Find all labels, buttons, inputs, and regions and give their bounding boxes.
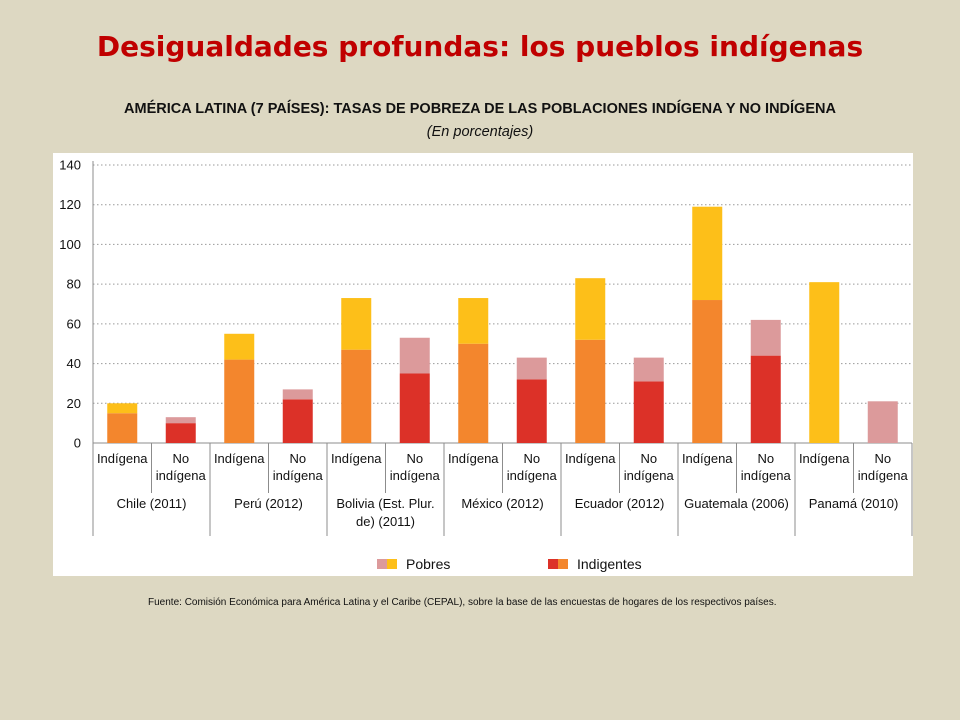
bar-indigentes-no_indigena bbox=[282, 399, 313, 443]
bar-pobres-no_indigena bbox=[282, 389, 313, 400]
x-tick-label: Indígena bbox=[97, 451, 148, 466]
x-tick-label: No bbox=[523, 451, 540, 466]
bar-pobres-indigena bbox=[692, 206, 723, 301]
bar-pobres-indigena bbox=[107, 403, 138, 414]
legend-swatch bbox=[387, 559, 397, 569]
bar-indigentes-no_indigena bbox=[750, 355, 781, 443]
x-tick-label: Indígena bbox=[331, 451, 382, 466]
x-tick-label: Indígena bbox=[799, 451, 850, 466]
bar-pobres-no_indigena bbox=[516, 357, 547, 380]
x-tick-label: indígena bbox=[858, 468, 909, 483]
y-tick-label: 40 bbox=[67, 356, 81, 371]
legend-swatch bbox=[548, 559, 558, 569]
x-tick-label: indígena bbox=[507, 468, 558, 483]
y-tick-label: 60 bbox=[67, 316, 81, 331]
legend-label: Indigentes bbox=[577, 556, 642, 572]
bar-pobres-no_indigena bbox=[399, 337, 430, 374]
chart-title: AMÉRICA LATINA (7 PAÍSES): TASAS DE POBR… bbox=[124, 101, 836, 117]
bar-chart: 0 20 40 60 80 100 120 140 Indígena No indígena Chil… bbox=[53, 153, 913, 576]
bar-pobres-indigena bbox=[809, 282, 840, 443]
group-label: de) (2011) bbox=[356, 514, 415, 529]
legend-swatch bbox=[377, 559, 387, 569]
bar-pobres-no_indigena bbox=[633, 357, 664, 382]
legend-label: Pobres bbox=[406, 556, 450, 572]
x-tick-label: Indígena bbox=[682, 451, 733, 466]
x-tick-label: Indígena bbox=[214, 451, 265, 466]
x-tick-label: No bbox=[172, 451, 189, 466]
source-note: Fuente: Comisión Económica para América … bbox=[148, 597, 777, 608]
x-tick-label: Indígena bbox=[448, 451, 499, 466]
bar-indigentes-no_indigena bbox=[516, 379, 547, 443]
bar-pobres-indigena bbox=[575, 278, 606, 340]
x-tick-label: indígena bbox=[741, 468, 792, 483]
y-tick-label: 140 bbox=[59, 158, 81, 173]
slide-title: Desigualdades profundas: los pueblos ind… bbox=[96, 30, 864, 63]
group-label: Bolivia (Est. Plur. bbox=[336, 496, 434, 511]
bar-pobres-indigena bbox=[458, 298, 489, 344]
legend-swatch bbox=[558, 559, 568, 569]
bar-pobres-no_indigena bbox=[165, 417, 196, 424]
y-tick-label: 80 bbox=[67, 277, 81, 292]
bar-indigentes-indigena bbox=[458, 343, 489, 443]
x-tick-label: Indígena bbox=[565, 451, 616, 466]
y-tick-label: 20 bbox=[67, 396, 81, 411]
bar-indigentes-no_indigena bbox=[399, 373, 430, 443]
group-label: México (2012) bbox=[461, 496, 543, 511]
bar-indigentes-indigena bbox=[341, 349, 372, 443]
group-label: Panamá (2010) bbox=[809, 496, 899, 511]
x-tick-label: No bbox=[874, 451, 891, 466]
bar-indigentes-indigena bbox=[107, 413, 138, 443]
chart-subtitle: (En porcentajes) bbox=[426, 124, 534, 140]
y-tick-label: 120 bbox=[59, 197, 81, 212]
bar-indigentes-indigena bbox=[692, 300, 723, 443]
bar-pobres-indigena bbox=[341, 298, 372, 350]
x-tick-label: No bbox=[640, 451, 657, 466]
bar-indigentes-no_indigena bbox=[165, 423, 196, 443]
group-label: Guatemala (2006) bbox=[684, 496, 789, 511]
bar-pobres-no_indigena bbox=[867, 401, 898, 443]
x-tick-label: indígena bbox=[390, 468, 441, 483]
group-label: Chile (2011) bbox=[117, 496, 187, 511]
x-tick-label: indígena bbox=[273, 468, 324, 483]
y-tick-label: 0 bbox=[74, 436, 81, 451]
bar-indigentes-indigena bbox=[575, 339, 606, 443]
bar-pobres-no_indigena bbox=[750, 319, 781, 356]
y-tick-label: 100 bbox=[59, 237, 81, 252]
x-tick-label: No bbox=[757, 451, 774, 466]
x-tick-label: indígena bbox=[624, 468, 675, 483]
bar-indigentes-no_indigena bbox=[633, 381, 664, 443]
bar-indigentes-indigena bbox=[224, 359, 255, 443]
x-tick-label: No bbox=[289, 451, 306, 466]
x-tick-label: indígena bbox=[156, 468, 207, 483]
bar-pobres-indigena bbox=[224, 333, 255, 360]
group-label: Ecuador (2012) bbox=[575, 496, 665, 511]
group-label: Perú (2012) bbox=[234, 496, 303, 511]
x-tick-label: No bbox=[406, 451, 423, 466]
